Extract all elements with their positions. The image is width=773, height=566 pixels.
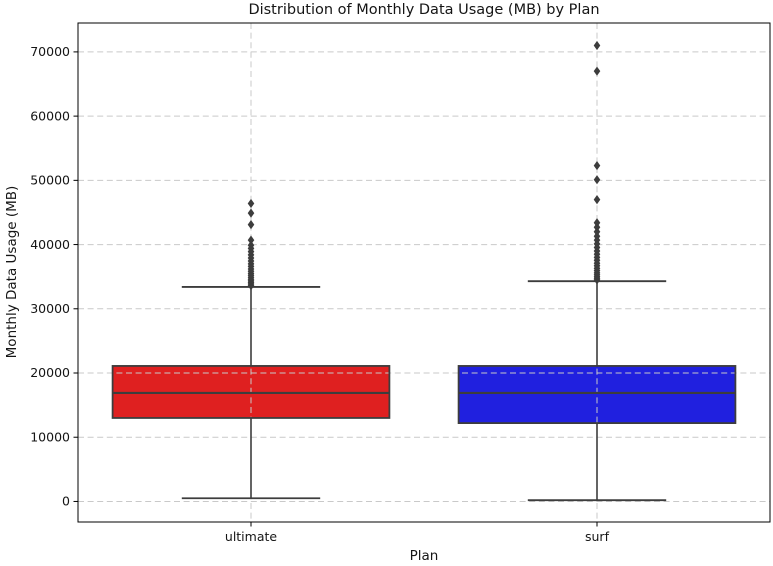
box-fill-surf xyxy=(458,365,736,424)
x-axis-label: Plan xyxy=(409,548,439,564)
outlier-surf xyxy=(593,218,601,228)
y-tick-label: 70000 xyxy=(30,44,70,59)
outlier-ultimate xyxy=(247,235,255,245)
outlier-ultimate xyxy=(247,220,255,230)
box-outline-surf xyxy=(457,365,737,424)
y-tick-label: 0 xyxy=(62,494,70,509)
y-axis-label: Monthly Data Usage (MB) xyxy=(4,185,20,359)
outlier-ultimate xyxy=(247,198,255,209)
y-tick-label: 40000 xyxy=(30,237,70,252)
y-tick-label: 10000 xyxy=(30,429,70,444)
y-tick-label: 30000 xyxy=(30,301,70,316)
outlier-surf xyxy=(593,175,601,185)
y-tick-label: 20000 xyxy=(30,365,70,380)
plot-border xyxy=(77,22,771,523)
outlier-surf xyxy=(593,40,601,51)
outlier-surf xyxy=(593,160,601,171)
outlier-ultimate xyxy=(247,240,255,250)
y-tick-label: 60000 xyxy=(30,108,70,123)
outlier-surf xyxy=(593,66,601,76)
outlier-surf xyxy=(593,195,601,205)
y-tick-label: 50000 xyxy=(30,173,70,188)
outlier-ultimate xyxy=(247,208,255,218)
x-tick-label-ultimate: ultimate xyxy=(225,529,278,544)
x-tick-label-surf: surf xyxy=(585,529,610,544)
chart-title: Distribution of Monthly Data Usage (MB) … xyxy=(248,2,600,18)
